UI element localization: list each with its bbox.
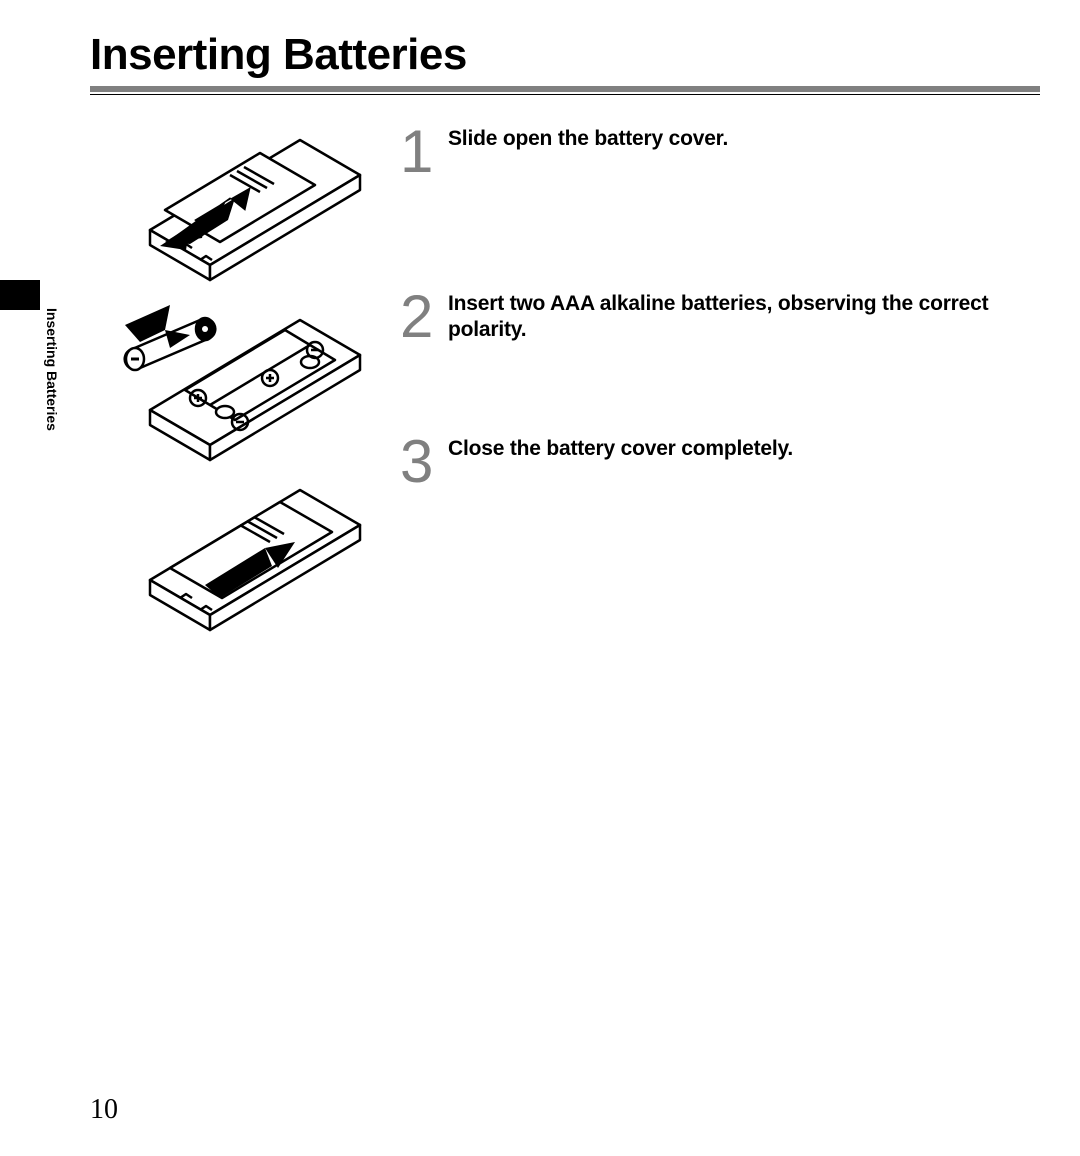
title-rule-thick bbox=[90, 86, 1040, 92]
step-2: 2 Insert two AAA alkaline batteries, obs… bbox=[400, 287, 1020, 432]
steps-column: 1 Slide open the battery cover. 2 Insert… bbox=[400, 122, 1020, 492]
step-number: 1 bbox=[400, 122, 438, 182]
title-rule-thin bbox=[90, 94, 1040, 95]
illustration-step-3 bbox=[110, 470, 370, 640]
step-text: Close the battery cover completely. bbox=[448, 432, 793, 462]
side-section-label-text: Inserting Batteries bbox=[44, 308, 60, 431]
step-3: 3 Close the battery cover completely. bbox=[400, 432, 1020, 492]
illustration-column bbox=[110, 120, 380, 640]
step-text: Insert two AAA alkaline batteries, obser… bbox=[448, 287, 1020, 344]
illustration-step-1 bbox=[110, 120, 370, 290]
manual-page: Inserting Batteries Inserting Batteries bbox=[0, 0, 1080, 1156]
illustration-step-2 bbox=[110, 290, 370, 470]
step-number: 2 bbox=[400, 287, 438, 347]
step-number: 3 bbox=[400, 432, 438, 492]
step-text: Slide open the battery cover. bbox=[448, 122, 728, 152]
side-section-label: Inserting Batteries bbox=[46, 308, 66, 508]
step-1: 1 Slide open the battery cover. bbox=[400, 122, 1020, 287]
page-title: Inserting Batteries bbox=[90, 30, 1040, 80]
side-tab bbox=[0, 280, 40, 310]
title-block: Inserting Batteries bbox=[90, 30, 1040, 95]
page-number: 10 bbox=[90, 1094, 118, 1126]
